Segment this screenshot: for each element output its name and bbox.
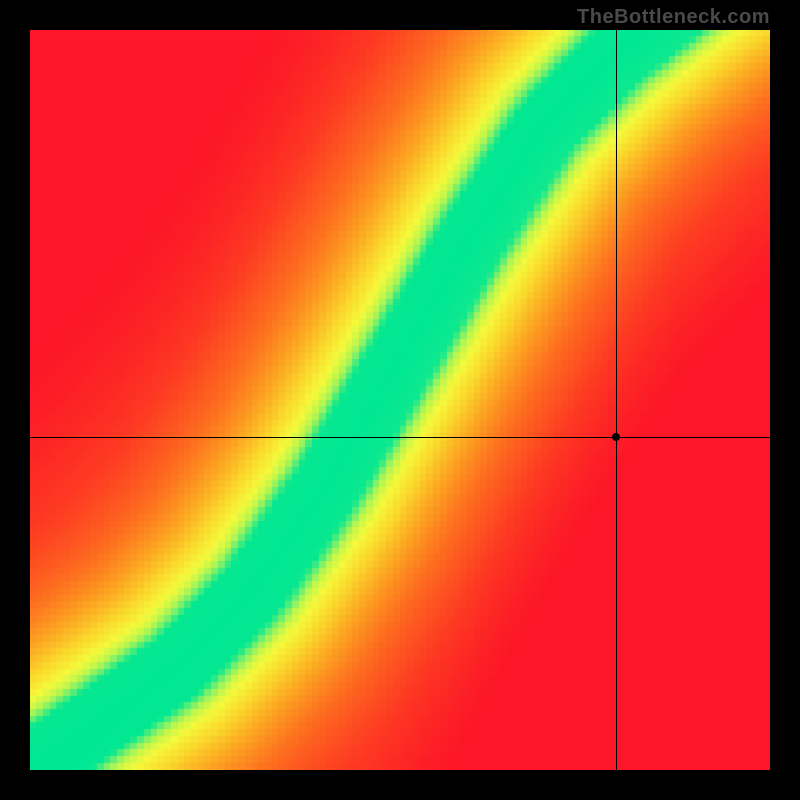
bottleneck-heatmap [30, 30, 770, 770]
chart-container: TheBottleneck.com [0, 0, 800, 800]
plot-area [30, 30, 770, 770]
crosshair-horizontal [30, 437, 770, 438]
crosshair-vertical [616, 30, 617, 770]
crosshair-marker [612, 433, 620, 441]
watermark-text: TheBottleneck.com [577, 6, 770, 29]
